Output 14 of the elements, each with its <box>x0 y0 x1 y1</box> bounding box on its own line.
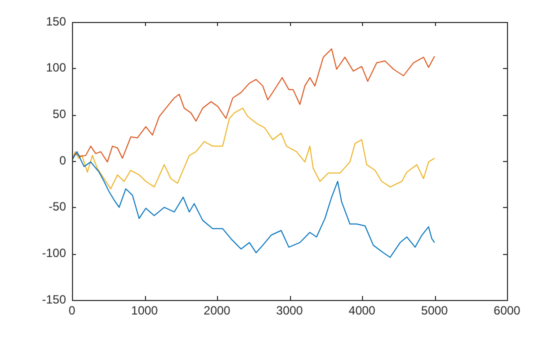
x-tick-label: 0 <box>68 304 76 318</box>
y-tick-label: -150 <box>42 292 66 306</box>
y-tick-label: -100 <box>42 246 66 260</box>
y-tick-label: 100 <box>46 60 66 75</box>
y-tick-label: -50 <box>48 200 66 214</box>
x-tick-label: 4000 <box>348 304 376 318</box>
x-tick-label: 2000 <box>204 304 231 318</box>
x-tick-label: 3000 <box>276 304 304 318</box>
x-tick-label: 6000 <box>494 304 521 318</box>
x-tick-label: 1000 <box>131 304 158 318</box>
y-tick-label: 150 <box>46 14 66 28</box>
y-tick-label: 0 <box>59 153 66 168</box>
y-tick-label: 50 <box>52 106 66 121</box>
x-tick-label: 5000 <box>421 304 448 318</box>
